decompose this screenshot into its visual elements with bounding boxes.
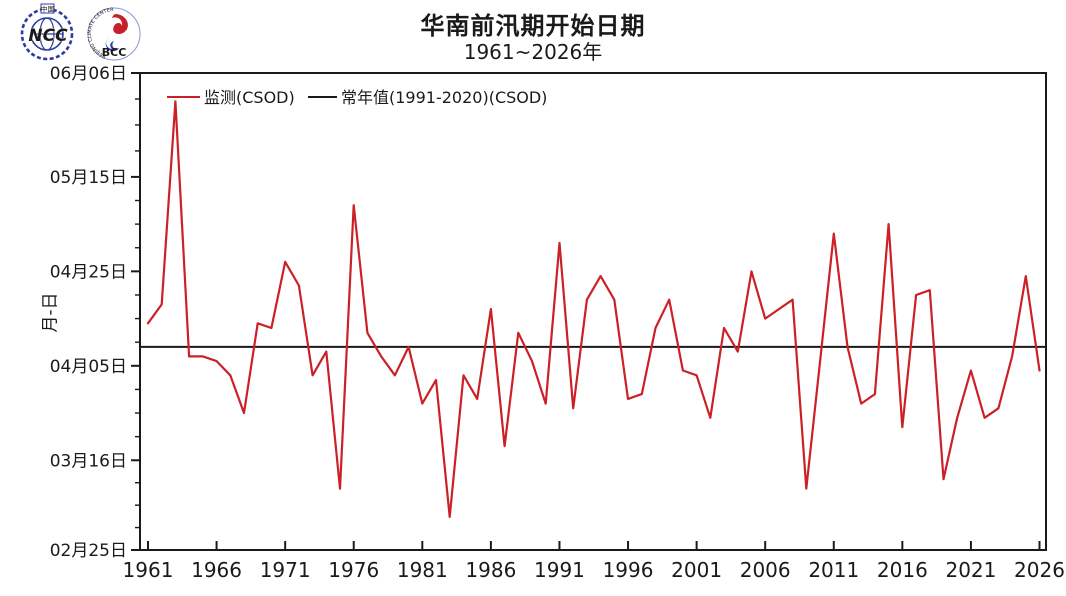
y-tick-label: 04月25日 bbox=[50, 262, 127, 282]
bcc-swirl-red bbox=[112, 14, 128, 35]
x-tick-label: 1976 bbox=[328, 558, 379, 582]
x-tick-label: 2021 bbox=[945, 558, 996, 582]
x-tick-label: 2001 bbox=[671, 558, 722, 582]
x-tick-label: 1996 bbox=[603, 558, 654, 582]
y-tick-label: 05月15日 bbox=[50, 168, 127, 188]
page-subtitle: 1961~2026年 bbox=[463, 40, 603, 64]
ncc-top-box bbox=[40, 3, 55, 14]
y-tick-label: 02月25日 bbox=[50, 541, 127, 561]
page-title: 华南前汛期开始日期 bbox=[420, 12, 646, 40]
x-tick-label: 1961 bbox=[123, 558, 174, 582]
ncc-top-text: 中国 bbox=[41, 5, 55, 14]
x-tick-label: 1966 bbox=[191, 558, 242, 582]
bcc-swirl-blue bbox=[105, 37, 119, 52]
x-tick-label: 1971 bbox=[260, 558, 311, 582]
y-tick-label: 04月05日 bbox=[50, 357, 127, 377]
x-tick-label: 2016 bbox=[877, 558, 928, 582]
y-tick-label: 03月16日 bbox=[50, 451, 127, 471]
chart-legend: 监测(CSOD) 常年值(1991-2020)(CSOD) bbox=[167, 88, 547, 107]
x-tick-label: 2026 bbox=[1014, 558, 1065, 582]
bcc-logo: BEIJING CLIMATE CENTER BCC bbox=[87, 7, 141, 61]
x-tick-label: 2006 bbox=[740, 558, 791, 582]
ncc-label: NCC bbox=[28, 26, 68, 46]
bcc-ring bbox=[87, 7, 141, 61]
legend-monitor-label: 监测(CSOD) bbox=[204, 88, 295, 107]
x-tick-label: 1991 bbox=[534, 558, 585, 582]
monitor-line bbox=[146, 100, 1041, 519]
x-tick-label: 1981 bbox=[397, 558, 448, 582]
plot-axes: 06月06日 05月15日 04月25日 04月05日 03月16日 02月25日1961… bbox=[50, 64, 1065, 582]
x-tick-label: 1986 bbox=[465, 558, 516, 582]
x-tick-label: 2011 bbox=[808, 558, 859, 582]
ncc-logo: 中国 NCC bbox=[20, 3, 74, 61]
plot-series bbox=[141, 100, 1045, 519]
legend-normal-label: 常年值(1991-2020)(CSOD) bbox=[341, 88, 547, 107]
plot-border bbox=[139, 72, 1047, 551]
bcc-label: BCC bbox=[102, 46, 127, 59]
y-tick-label: 06月06日 bbox=[50, 64, 127, 84]
